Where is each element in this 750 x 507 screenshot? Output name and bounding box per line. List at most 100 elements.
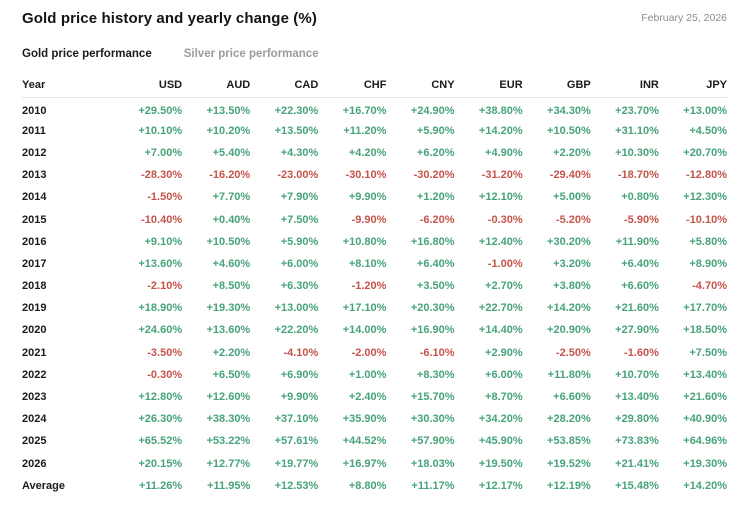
change-value: +13.50% (206, 104, 251, 117)
change-value: +12.19% (547, 479, 591, 492)
tab-gold-price-performance[interactable]: Gold price performance (22, 48, 152, 60)
change-value: +15.70% (410, 391, 455, 404)
change-value: +14.40% (478, 324, 523, 337)
change-value: +37.10% (274, 413, 319, 426)
change-value: +10.50% (547, 124, 591, 137)
change-value: +20.15% (138, 457, 183, 470)
change-value: +2.90% (485, 346, 523, 359)
change-value: +22.70% (478, 302, 523, 315)
change-value: +8.10% (348, 257, 387, 270)
change-value: +31.10% (615, 124, 659, 137)
change-value: +6.20% (416, 146, 455, 159)
change-value: +6.30% (280, 280, 319, 293)
change-value: +24.60% (138, 324, 183, 337)
change-value: +5.80% (689, 235, 727, 248)
table-row: 2015 -10.40% +0.40% +7.50% -9.90% -6.20% -0.30… (22, 208, 727, 230)
table-row: Average +11.26% +11.95% +12.53% +8.80% +11.17… (22, 475, 727, 497)
change-value: -10.40% (141, 213, 183, 226)
change-value: +11.90% (615, 235, 659, 248)
change-value: +22.20% (274, 324, 319, 337)
change-value: -1.00% (487, 257, 523, 270)
change-value: +20.30% (410, 302, 455, 315)
change-value: +4.60% (212, 257, 251, 270)
change-value: +23.70% (615, 104, 659, 117)
table-row: 2016 +9.10% +10.50% +5.90% +10.80% +16.80% +12… (22, 231, 727, 253)
change-value: -1.50% (147, 191, 183, 204)
change-value: +10.50% (206, 235, 251, 248)
change-value: +12.77% (206, 457, 251, 470)
change-value: +9.10% (144, 235, 183, 248)
change-value: +8.90% (689, 257, 727, 270)
column-header-year: Year (22, 73, 114, 98)
change-value: +19.30% (206, 302, 251, 315)
column-header-gbp: GBP (522, 73, 591, 98)
change-value: +34.20% (478, 413, 523, 426)
row-label: 2022 (22, 368, 47, 381)
change-value: -9.90% (351, 213, 387, 226)
change-value: +38.80% (478, 104, 523, 117)
change-value: +13.50% (274, 124, 319, 137)
change-value: +21.60% (683, 391, 727, 404)
change-value: +10.70% (615, 368, 659, 381)
table-row: 2013 -28.30% -16.20% -23.00% -30.10% -30.20% -… (22, 164, 727, 186)
change-value: +11.20% (343, 124, 387, 137)
row-label: 2024 (22, 413, 47, 426)
table-row: 2023 +12.80% +12.60% +9.90% +2.40% +15.70% +8.… (22, 386, 727, 408)
change-value: +0.40% (212, 213, 251, 226)
change-value: -30.10% (345, 169, 387, 182)
change-value: +7.70% (212, 191, 251, 204)
change-value: -1.60% (624, 346, 659, 359)
table-body: 2010 +29.50% +13.50% +22.30% +16.70% +24.90% +… (22, 98, 727, 497)
tab-bar: Gold price performance Silver price perf… (22, 48, 727, 60)
change-value: +65.52% (138, 435, 183, 448)
tab-silver-price-performance[interactable]: Silver price performance (183, 48, 319, 60)
change-value: +10.80% (342, 235, 387, 248)
change-value: +4.90% (485, 146, 523, 159)
change-value: +40.90% (683, 413, 727, 426)
change-value: +9.90% (348, 191, 387, 204)
change-value: +12.80% (138, 391, 183, 404)
change-value: +1.20% (416, 191, 455, 204)
change-value: +18.50% (683, 324, 727, 337)
change-value: +8.30% (416, 368, 455, 381)
change-value: +8.50% (212, 280, 251, 293)
table-row: 2017 +13.60% +4.60% +6.00% +8.10% +6.40% -1.00… (22, 253, 727, 275)
change-value: +9.90% (280, 391, 319, 404)
change-value: +6.90% (280, 368, 319, 381)
change-value: -23.00% (277, 169, 319, 182)
change-value: -2.00% (351, 346, 387, 359)
column-header-cad: CAD (250, 73, 319, 98)
change-value: +38.30% (206, 413, 251, 426)
change-value: +5.90% (280, 235, 319, 248)
change-value: +16.97% (342, 457, 387, 470)
change-value: -0.30% (147, 368, 183, 381)
row-label: 2013 (22, 169, 47, 182)
change-value: +6.60% (621, 280, 659, 293)
change-value: +11.26% (138, 479, 183, 492)
table-row: 2025 +65.52% +53.22% +57.61% +44.52% +57.90% +… (22, 430, 727, 452)
change-value: +17.70% (683, 302, 727, 315)
change-value: +14.20% (547, 302, 591, 315)
change-value: +12.40% (478, 235, 523, 248)
column-header-eur: EUR (454, 73, 523, 98)
change-value: +3.80% (553, 280, 591, 293)
change-value: +1.00% (348, 368, 387, 381)
change-value: +13.40% (615, 391, 659, 404)
change-value: +18.90% (138, 302, 183, 315)
change-value: +6.50% (212, 368, 251, 381)
change-value: +21.41% (615, 457, 659, 470)
change-value: +7.00% (144, 146, 183, 159)
change-value: +6.00% (280, 257, 319, 270)
change-value: +7.50% (689, 346, 727, 359)
row-label: 2015 (22, 213, 47, 226)
change-value: +11.17% (411, 479, 455, 492)
change-value: +4.20% (348, 146, 387, 159)
change-value: +10.20% (206, 124, 251, 137)
change-value: +20.90% (547, 324, 591, 337)
change-value: -1.20% (351, 280, 387, 293)
change-value: -16.20% (209, 169, 251, 182)
row-label: 2018 (22, 280, 47, 293)
change-value: +8.70% (485, 391, 523, 404)
change-value: +35.90% (342, 413, 387, 426)
change-value: +3.50% (416, 280, 455, 293)
